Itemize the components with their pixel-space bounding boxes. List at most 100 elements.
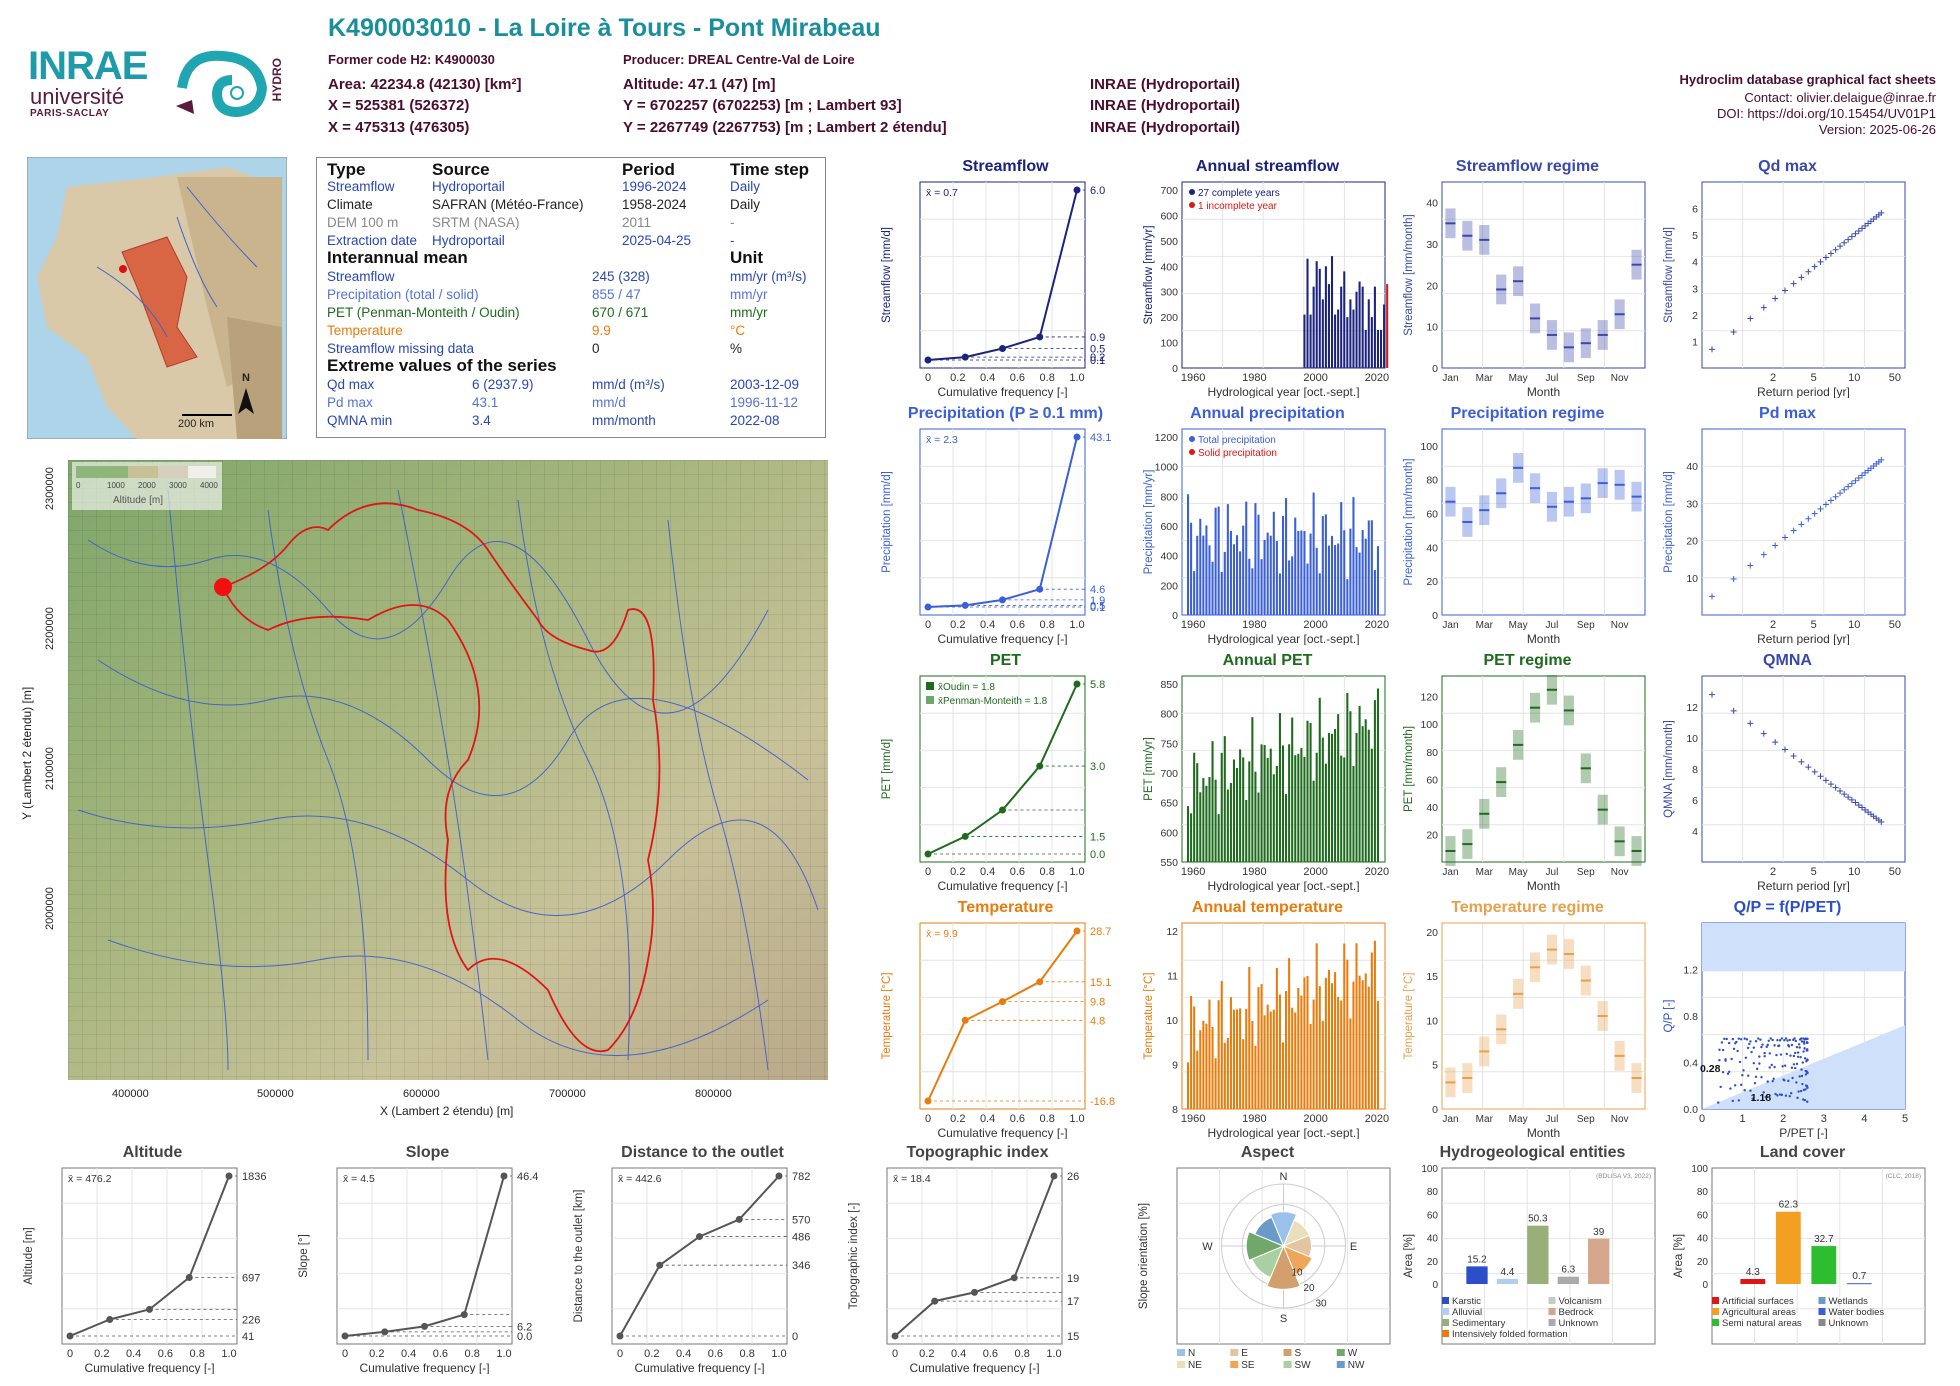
annual_temperature-bar: [1272, 1009, 1275, 1109]
annual_precipitation-bar: [1300, 530, 1303, 615]
qp_ppet-point: [1788, 1038, 1791, 1042]
annual_precipitation-xlabel: Hydrological year [oct.-sept.]: [1207, 632, 1359, 645]
annual_temperature-bar: [1294, 1012, 1297, 1109]
annual_temperature-bar: [1355, 943, 1358, 1109]
hydrogeology-legend-item: Bedrock: [1559, 1307, 1594, 1318]
annual_precipitation-bar: [1232, 544, 1236, 615]
land_cover-ylabel: Area [%]: [1673, 1234, 1685, 1278]
aspect-direction: E: [1350, 1241, 1357, 1253]
temperature-xtick: 0.6: [1010, 1113, 1025, 1125]
qp_ppet-point: [1802, 1050, 1805, 1053]
hydrogeology-legend-item: Alluvial: [1452, 1307, 1482, 1318]
annual_precipitation-ytick: 1200: [1155, 432, 1179, 444]
annual_pet-bar: [1266, 757, 1269, 862]
slope-plot-area: [336, 1167, 513, 1345]
annual_precipitation-bar: [1187, 494, 1190, 615]
annual_streamflow-bar: [1383, 304, 1386, 368]
precipitation_regime-chart: Month Precipitation [mm/month] Jan Mar May Ju…: [1403, 428, 1646, 645]
annual_pet-bar: [1214, 779, 1217, 862]
streamflow_regime-xtick: Nov: [1611, 373, 1629, 384]
aspect-legend-item: SW: [1295, 1360, 1312, 1371]
pet_regime-ytick: 60: [1426, 774, 1438, 786]
qp_ppet-point: [1717, 1101, 1720, 1104]
pet-right-tick: 5.8: [1090, 679, 1105, 691]
streamflow-xtick: 0.2: [950, 372, 965, 384]
streamflow_regime-xlabel: Month: [1527, 385, 1560, 398]
hydrogeology-ytick: 40: [1427, 1234, 1439, 1245]
annual_pet-bar: [1285, 794, 1288, 862]
precipitation-chart: Cumulative frequency [-] Precipitation [m…: [881, 428, 1111, 645]
annual_streamflow-bar: [1380, 329, 1383, 368]
qp_ppet-point: [1792, 1038, 1795, 1042]
slope-point: [341, 1332, 349, 1340]
annual_precipitation-bar: [1223, 551, 1226, 615]
precipitation_regime-ytick: 100: [1420, 441, 1438, 453]
pd_max-point: [1859, 472, 1866, 479]
basin-ytick: 2300000: [44, 467, 56, 510]
temperature_regime-title: Temperature regime: [1451, 899, 1604, 916]
qp_ppet-point: [1806, 1058, 1809, 1062]
qd_max-point: [1760, 304, 1767, 311]
qp_ppet-point: [1764, 1095, 1767, 1099]
doi-link[interactable]: DOI: https://doi.org/10.15454/UV01P1: [1717, 106, 1936, 121]
qp_ppet-point: [1732, 1047, 1736, 1051]
land_cover-legend-item: Wetlands: [1829, 1296, 1869, 1307]
annual_temperature-bar: [1337, 996, 1340, 1109]
annual_streamflow-bar: [1312, 286, 1315, 368]
streamflow_regime-ytick: 40: [1426, 198, 1438, 210]
annual_streamflow-bar: [1355, 291, 1358, 368]
qp_ppet-chart: P/PET [-] Q/P [-] 0.28 1.18 0 1 2 3 4 5 0.0 0.4 0.8 1…: [1663, 922, 1908, 1139]
contact[interactable]: Contact: olivier.delaigue@inrae.fr: [1744, 90, 1936, 105]
precipitation-mean-label: x̄ = 2.3: [926, 434, 958, 446]
mean-unit: mm/yr (m³/s): [730, 269, 807, 284]
temperature_regime-ytick: 15: [1426, 971, 1438, 983]
annual_pet-bar: [1343, 757, 1346, 862]
extreme-date: 1996-11-12: [730, 395, 799, 410]
annual_temperature-bar: [1358, 975, 1361, 1109]
pet-chart: Cumulative frequency [-] PET [mm/d] 0 0.2 0.…: [881, 675, 1105, 892]
streamflow_regime-xtick: Jul: [1546, 373, 1559, 384]
annual_pet-bar: [1187, 806, 1190, 862]
qp_ppet-point: [1803, 1098, 1807, 1102]
row-source: Hydroportail: [432, 233, 505, 248]
precipitation_regime-ytick: 20: [1426, 576, 1438, 588]
hydrogeology-value-label: 6.3: [1561, 1265, 1575, 1276]
page-title: K490003010 - La Loire à Tours - Pont Mir…: [328, 14, 881, 42]
qmna-point: [1837, 787, 1844, 794]
annual_pet-bar: [1303, 756, 1306, 862]
pd_max-point: [1852, 477, 1859, 484]
annual_temperature-bar: [1266, 1004, 1269, 1109]
annual_temperature-bar: [1330, 983, 1334, 1109]
pd_max-point: [1730, 575, 1737, 582]
annual_pet-bar: [1370, 748, 1373, 862]
col-timestep: Time step: [730, 160, 810, 179]
qmna-point: [1841, 791, 1848, 798]
qp_ppet-point: [1752, 1062, 1756, 1065]
annual_streamflow-ytick: 500: [1160, 236, 1178, 248]
annual_temperature-bar: [1187, 1062, 1190, 1109]
annual_pet-chart: Hydrological year [oct.-sept.] PET [mm/yr…: [1143, 675, 1389, 892]
pd_max-point: [1781, 534, 1788, 541]
annual_pet-ytick: 850: [1160, 679, 1178, 691]
annual_temperature-chart: Hydrological year [oct.-sept.] Temperatur…: [1143, 922, 1389, 1139]
former-code: Former code H2: K4900030: [328, 52, 495, 67]
annual_pet-bar: [1297, 753, 1300, 862]
qp_ppet-point: [1783, 1064, 1787, 1067]
row-type: Extraction date: [327, 233, 418, 248]
annual_pet-bar: [1288, 744, 1291, 862]
precipitation-plot-area: [919, 428, 1086, 616]
streamflow_regime-xtick: Jan: [1442, 373, 1458, 384]
annual_temperature-bar: [1263, 1015, 1266, 1109]
annual_temperature-bar: [1236, 1009, 1239, 1109]
precipitation-xtick: 0.6: [1010, 619, 1025, 631]
qp_ppet-point: [1753, 1082, 1757, 1085]
land_cover-source-note: (CLC, 2018): [1886, 1173, 1921, 1180]
annual_temperature-ytick: 10: [1166, 1015, 1178, 1027]
aspect-sector: [1266, 1244, 1301, 1290]
distance-ylabel: Distance to the outlet [km]: [573, 1190, 585, 1323]
annual_precipitation-bar: [1297, 530, 1300, 615]
aspect-direction: N: [1280, 1171, 1288, 1183]
altitude: Altitude: 47.1 (47) [m]: [623, 76, 776, 93]
annual_precipitation-bar: [1239, 551, 1242, 615]
pd_max-xtick: 10: [1848, 619, 1860, 631]
